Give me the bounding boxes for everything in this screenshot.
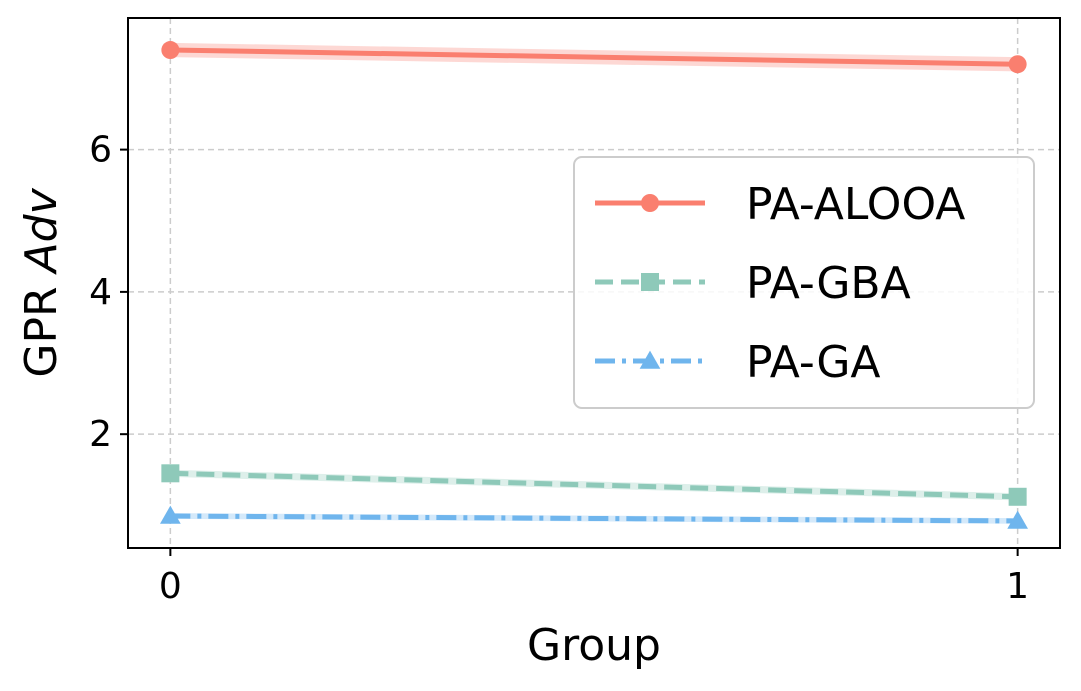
series-pa-ga bbox=[160, 505, 1028, 529]
legend-label: PA-GA bbox=[746, 337, 881, 388]
x-tick-label: 0 bbox=[159, 566, 182, 607]
legend-frame bbox=[573, 156, 1035, 409]
x-tick-label: 1 bbox=[1006, 566, 1029, 607]
series-line bbox=[170, 470, 1018, 500]
y-axis-label: GPR Adv bbox=[16, 187, 67, 377]
data-point bbox=[1008, 487, 1027, 506]
y-tick-label: 2 bbox=[89, 414, 112, 455]
y-axis-label-prefix: GPR bbox=[16, 272, 67, 377]
legend-item-pa-alooa: PA-ALOOA bbox=[595, 179, 965, 230]
data-point bbox=[160, 505, 181, 524]
series-line bbox=[170, 47, 1018, 67]
legend-marker bbox=[641, 194, 659, 212]
legend-label: PA-ALOOA bbox=[746, 179, 965, 230]
legend: PA-ALOOA PA-GBA PA-GA bbox=[573, 156, 1035, 409]
series-line bbox=[170, 513, 1018, 524]
data-point bbox=[161, 41, 180, 60]
data-point bbox=[161, 464, 180, 483]
legend-item-pa-gba: PA-GBA bbox=[595, 258, 911, 309]
y-axis-label-italic: Adv bbox=[16, 187, 67, 275]
data-point bbox=[1008, 55, 1027, 74]
series-layer bbox=[160, 41, 1028, 529]
y-tick-label: 6 bbox=[89, 130, 112, 171]
x-axis-label: Group bbox=[527, 620, 661, 671]
legend-marker bbox=[641, 273, 659, 291]
y-axis: 2 4 6 bbox=[89, 130, 128, 455]
plot-frame bbox=[127, 17, 1061, 549]
legend-marker bbox=[639, 350, 661, 369]
legend-item-pa-ga: PA-GA bbox=[595, 337, 881, 388]
data-point bbox=[1007, 510, 1028, 529]
legend-label: PA-GBA bbox=[746, 258, 911, 309]
series-pa-alooa bbox=[161, 41, 1027, 74]
y-tick-label: 4 bbox=[89, 272, 112, 313]
series-pa-gba bbox=[161, 464, 1027, 506]
